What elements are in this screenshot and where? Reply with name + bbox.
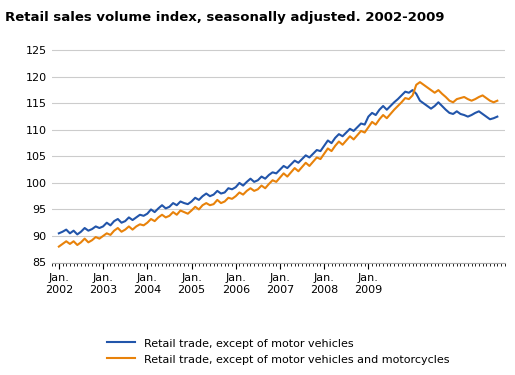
Retail trade, except of motor vehicles and motorcycles [148,217,154,221]
Retail trade, except of motor vehicles [177,199,183,204]
Retail trade, except of motor vehicles and motorcycles [174,213,180,217]
Text: Retail sales volume index, seasonally adjusted. 2002-2009: Retail sales volume index, seasonally ad… [5,11,444,24]
Retail trade, except of motor vehicles [406,90,412,95]
Legend: Retail trade, except of motor vehicles, Retail trade, except of motor vehicles a: Retail trade, except of motor vehicles, … [102,333,454,369]
Retail trade, except of motor vehicles [74,232,80,237]
Retail trade, except of motor vehicles [494,114,501,119]
Retail trade, except of motor vehicles and motorcycles [417,80,423,84]
Retail trade, except of motor vehicles and motorcycles [402,96,408,100]
Retail trade, except of motor vehicles and motorcycles [494,99,501,103]
Retail trade, except of motor vehicles and motorcycles [299,165,305,169]
Retail trade, except of motor vehicles and motorcycles [483,96,489,100]
Line: Retail trade, except of motor vehicles: Retail trade, except of motor vehicles [59,90,497,234]
Retail trade, except of motor vehicles [151,210,158,214]
Retail trade, except of motor vehicles and motorcycles [56,244,62,249]
Retail trade, except of motor vehicles and motorcycles [358,129,364,133]
Retail trade, except of motor vehicles [409,88,416,92]
Line: Retail trade, except of motor vehicles and motorcycles: Retail trade, except of motor vehicles a… [59,82,497,247]
Retail trade, except of motor vehicles [362,122,368,127]
Retail trade, except of motor vehicles [56,231,62,236]
Retail trade, except of motor vehicles [303,153,309,158]
Retail trade, except of motor vehicles [487,117,493,122]
